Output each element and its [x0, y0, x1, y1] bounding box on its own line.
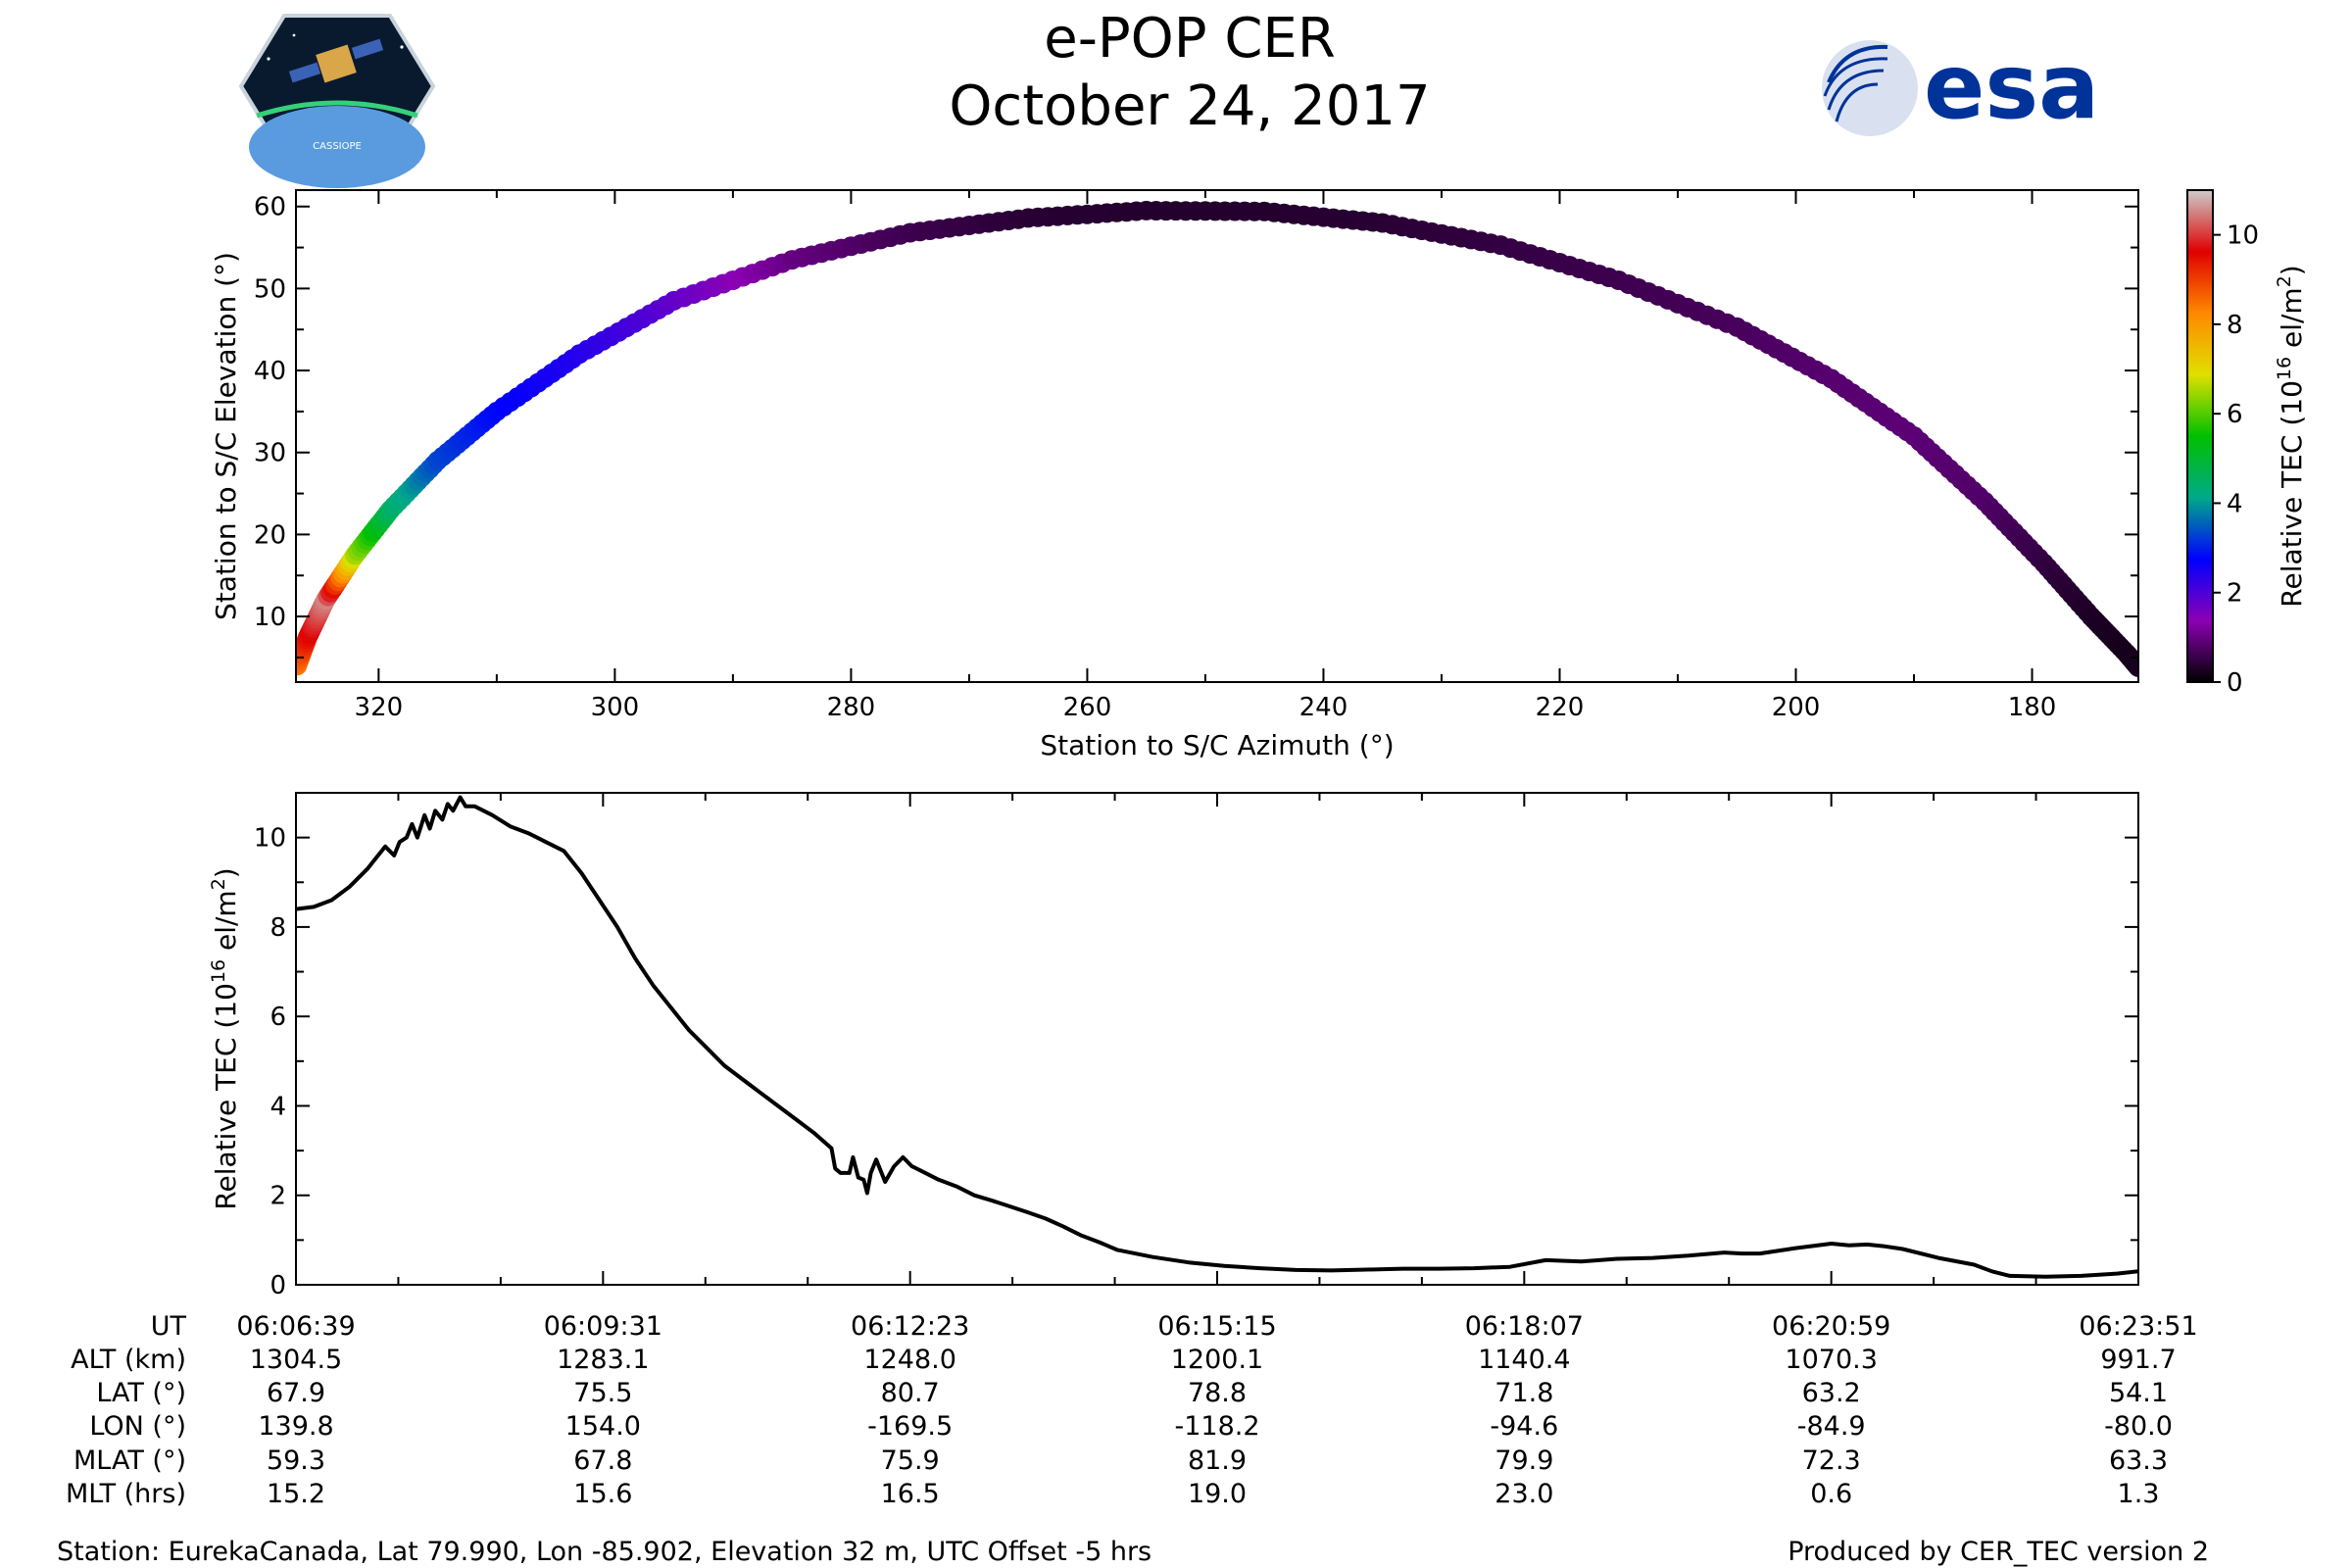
table-cell: 154.0 — [565, 1411, 641, 1442]
y-tick-label: 10 — [254, 824, 286, 854]
y-tick-label: 0 — [270, 1271, 286, 1300]
colorbar: 0 2 4 6 8 10 Relative TEC (1016 el/m2) — [2186, 189, 2308, 698]
cassiope-mission-logo: CASSIOPE — [238, 14, 436, 188]
table-cell: 63.3 — [2109, 1446, 2168, 1476]
x-tick-label: 300 — [591, 693, 640, 722]
table-cell: 1200.1 — [1171, 1345, 1263, 1375]
table-cell: -84.9 — [1797, 1411, 1866, 1442]
track-plot-frame — [295, 189, 2139, 683]
y-tick-label: 8 — [270, 913, 286, 943]
table-cell: 54.1 — [2109, 1378, 2168, 1408]
table-cell: 1248.0 — [863, 1345, 956, 1375]
table-cell: 67.9 — [267, 1378, 325, 1408]
table-cell: 19.0 — [1188, 1479, 1247, 1509]
track-plot: 320 300 280 260 240 220 200 180 10 20 30 40 50 60 Sta… — [210, 189, 2139, 761]
colorbar-tick-label: 8 — [2227, 311, 2243, 340]
x-tick-label: 260 — [1063, 693, 1112, 722]
table-row-label: UT — [151, 1311, 187, 1342]
table-cell: 75.9 — [881, 1446, 940, 1476]
table-cell: 59.3 — [267, 1446, 325, 1476]
table-cell: 139.8 — [258, 1411, 333, 1442]
table-cell: 23.0 — [1494, 1479, 1553, 1509]
table-cell: 71.8 — [1494, 1378, 1553, 1408]
station-info: Station: EurekaCanada, Lat 79.990, Lon -… — [57, 1537, 1152, 1567]
table-cell: 06:18:07 — [1465, 1311, 1584, 1342]
colorbar-tick-label: 6 — [2227, 400, 2243, 429]
table-cell: 991.7 — [2100, 1345, 2176, 1375]
table-cell: 1.3 — [2118, 1479, 2160, 1509]
colorbar-tick-label: 2 — [2227, 579, 2243, 609]
y-tick-label: 60 — [254, 193, 286, 222]
table-cell: 1304.5 — [250, 1345, 342, 1375]
x-tick-label: 200 — [1772, 693, 1821, 722]
colorbar-gradient — [2187, 190, 2213, 682]
table-cell: 81.9 — [1188, 1446, 1247, 1476]
table-cell: 80.7 — [881, 1378, 940, 1408]
colorbar-label: Relative TEC (1016 el/m2) — [2274, 265, 2308, 607]
y-tick-label: 2 — [270, 1182, 286, 1211]
table-row-label: MLAT (°) — [74, 1446, 186, 1476]
track-plot-ylabel: Station to S/C Elevation (°) — [210, 252, 242, 620]
table-cell: -169.5 — [867, 1411, 953, 1442]
x-tick-label: 220 — [1536, 693, 1585, 722]
table-row-label: ALT (km) — [71, 1345, 186, 1375]
y-tick-label: 30 — [254, 439, 286, 468]
table-cell: 78.8 — [1188, 1378, 1247, 1408]
table-cell: -118.2 — [1174, 1411, 1259, 1442]
producer-info: Produced by CER_TEC version 2 — [1788, 1537, 2209, 1567]
colorbar-tick-label: 10 — [2227, 221, 2259, 251]
x-tick-label: 240 — [1299, 693, 1348, 722]
x-tick-label: 280 — [827, 693, 876, 722]
y-tick-label: 50 — [254, 274, 286, 304]
table-cell: 06:12:23 — [851, 1311, 969, 1342]
x-tick-label: 320 — [355, 693, 404, 722]
table-row-label: MLT (hrs) — [66, 1479, 186, 1509]
table-cell: -80.0 — [2104, 1411, 2173, 1442]
table-cell: 16.5 — [881, 1479, 940, 1509]
table-cell: 79.9 — [1494, 1446, 1553, 1476]
table-cell: 06:09:31 — [544, 1311, 662, 1342]
esa-wordmark: esa — [1924, 34, 2099, 139]
x-tick-label: 180 — [2008, 693, 2057, 722]
table-cell: 63.2 — [1802, 1378, 1861, 1408]
table-cell: 15.6 — [573, 1479, 632, 1509]
table-cell: 06:20:59 — [1772, 1311, 1890, 1342]
y-tick-label: 40 — [254, 357, 286, 386]
chart-date: October 24, 2017 — [949, 74, 1430, 138]
table-cell: 75.5 — [573, 1378, 632, 1408]
table-cell: -94.6 — [1490, 1411, 1558, 1442]
y-tick-label: 10 — [254, 603, 286, 632]
y-tick-label: 4 — [270, 1092, 286, 1121]
y-tick-label: 6 — [270, 1003, 286, 1032]
table-cell: 06:15:15 — [1157, 1311, 1276, 1342]
table-cell: 1140.4 — [1478, 1345, 1570, 1375]
track-plot-xlabel: Station to S/C Azimuth (°) — [1040, 729, 1394, 761]
table-cell: 06:06:39 — [236, 1311, 355, 1342]
y-tick-label: 20 — [254, 520, 286, 550]
tec-series-line — [296, 795, 2138, 1279]
table-row-label: LON (°) — [89, 1411, 186, 1442]
tec-line-plot: 0 2 4 6 8 10 Relative TEC (1016 el/m2) — [208, 792, 2139, 1300]
colorbar-tick-label: 4 — [2227, 489, 2243, 518]
table-cell: 1070.3 — [1785, 1345, 1877, 1375]
table-cell: 15.2 — [267, 1479, 325, 1509]
tec-plot-frame — [295, 792, 2139, 1286]
colorbar-frame — [2186, 189, 2214, 683]
tec-plot-ylabel: Relative TEC (1016 el/m2) — [208, 867, 242, 1209]
track-point — [2129, 657, 2138, 677]
table-cell: 0.6 — [1810, 1479, 1852, 1509]
table-cell: 06:23:51 — [2079, 1311, 2197, 1342]
table-cell: 72.3 — [1802, 1446, 1861, 1476]
esa-logo: esa — [1822, 34, 2099, 139]
table-cell: 67.8 — [573, 1446, 632, 1476]
colorbar-tick-label: 0 — [2227, 668, 2243, 698]
table-cell: 1283.1 — [557, 1345, 649, 1375]
table-row-label: LAT (°) — [96, 1378, 186, 1408]
cassiope-caption: CASSIOPE — [313, 141, 362, 152]
chart-title: e-POP CER — [1044, 7, 1335, 71]
